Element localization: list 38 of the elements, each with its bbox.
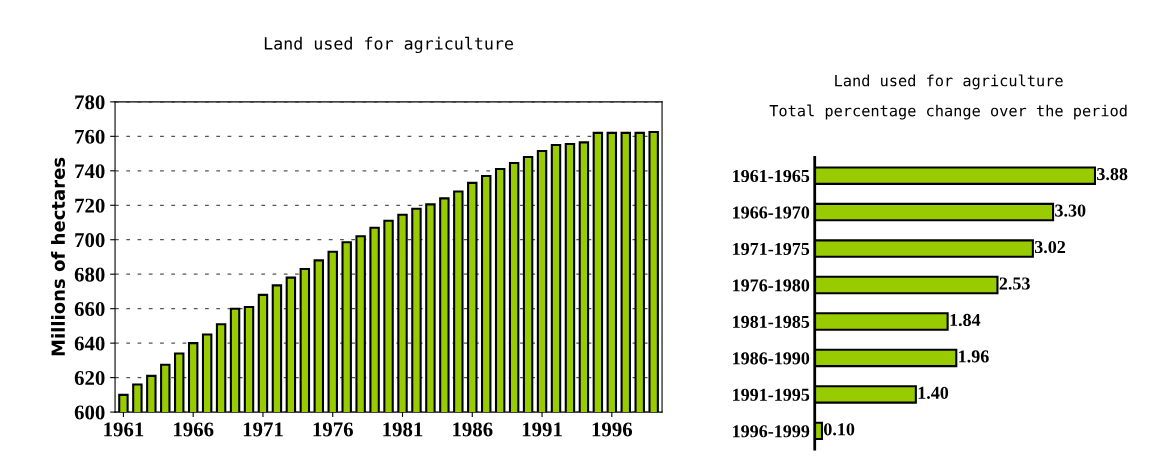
y-tick-label: 720 <box>75 198 105 213</box>
y-tick-label: 1971-1975 <box>733 242 810 256</box>
x-tick-label: 1981 <box>383 422 423 437</box>
y-tick-label: 740 <box>75 164 105 179</box>
data-label: 3.88 <box>1097 167 1128 181</box>
x-tick-label: 1991 <box>522 422 562 437</box>
y-axis-title: Millions of hectares <box>51 157 66 356</box>
y-tick-label: 1976-1980 <box>733 279 810 292</box>
x-tick-label: 1976 <box>313 422 353 437</box>
y-tick-label: 1961-1965 <box>733 169 810 183</box>
y-tick-label: 1966-1970 <box>733 206 810 219</box>
data-label: 1.96 <box>959 350 989 363</box>
data-label: 2.53 <box>999 277 1030 290</box>
y-tick-label: 760 <box>75 129 105 144</box>
x-tick-label: 1966 <box>174 422 214 437</box>
data-label: 3.30 <box>1055 204 1086 217</box>
chart-title: Land used for agriculture <box>835 74 1063 90</box>
y-tick-label: 1981-1985 <box>733 315 810 328</box>
y-tick-label: 1996-1999 <box>733 425 810 438</box>
x-tick-label: 1971 <box>243 422 283 437</box>
data-label: 3.02 <box>1034 240 1066 254</box>
y-tick-label: 780 <box>75 95 105 110</box>
x-tick-label: 1996 <box>592 422 633 437</box>
data-label: 0.10 <box>824 423 855 436</box>
y-tick-label: 660 <box>74 302 105 317</box>
data-label: 1.84 <box>950 313 981 327</box>
chart-title: Land used for agriculture <box>264 36 513 54</box>
y-tick-label: 1986-1990 <box>733 352 810 365</box>
x-tick-label: 1986 <box>453 422 493 437</box>
y-tick-label: 700 <box>75 233 105 248</box>
y-tick-label: 640 <box>74 336 105 351</box>
y-tick-label: 1991-1995 <box>733 388 810 401</box>
y-tick-label: 600 <box>74 405 105 420</box>
x-tick-label: 1961 <box>104 422 144 437</box>
y-tick-label: 680 <box>74 267 105 282</box>
y-tick-label: 620 <box>74 370 105 386</box>
data-label: 1.40 <box>918 386 949 400</box>
chart-subtitle: Total percentage change over the period <box>769 104 1127 120</box>
